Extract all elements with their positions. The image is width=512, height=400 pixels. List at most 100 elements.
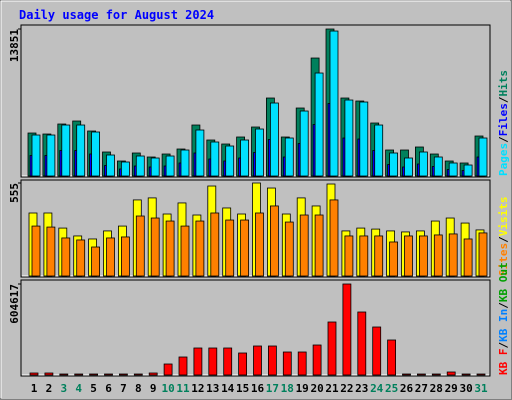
bar [225,219,235,277]
bar [121,161,130,177]
bar [329,30,339,177]
bar [418,235,428,277]
legend-entry: Pages [497,143,510,176]
bar [59,373,69,376]
bar [178,356,188,376]
bar [478,232,488,277]
bar [312,344,322,376]
bar [267,345,277,376]
legend: Pages/Files/Hits [497,70,510,176]
bar [91,131,100,177]
x-tick-label: 28 [430,382,443,395]
bar [463,164,473,177]
bar [76,124,86,177]
bar [210,141,220,177]
bar [284,137,294,177]
bar [404,157,413,177]
bar [476,373,486,376]
bar [433,234,443,277]
bar [180,149,190,177]
bar [433,156,443,177]
bar [389,152,399,177]
bar [344,99,354,177]
bar [76,239,86,277]
bar [193,347,203,376]
bar [297,351,307,376]
legend-entry: Visits [497,197,510,237]
x-tick-label: 15 [236,382,249,395]
legend-entry: Files [497,103,510,136]
bar [387,339,397,376]
x-tick-label: 10 [161,382,174,395]
bar [61,237,71,277]
bar [165,155,175,177]
x-tick-label: 31 [474,382,488,395]
bar [240,139,250,177]
bar [135,215,145,277]
y-tick-label: 604617 [8,284,21,324]
x-tick-label: 27 [415,382,428,395]
bar [195,220,205,277]
bar [29,372,39,376]
x-tick-label: 19 [296,382,309,395]
bar [208,347,218,376]
bar [133,373,143,376]
x-tick-label: 3 [60,382,67,395]
bar [446,371,456,376]
x-tick-label: 25 [385,382,398,395]
bar [74,373,84,376]
bar [104,373,113,376]
y-tick-label: 555 [8,183,21,203]
bar [389,241,399,277]
x-tick-label: 24 [370,382,384,395]
bar [463,238,473,277]
bar [61,124,71,177]
x-tick-label: 4 [75,382,82,395]
x-tick-label: 7 [120,382,127,395]
bar [106,154,115,177]
bar [165,220,175,277]
y-tick-label: 13851 [8,29,21,62]
x-tick-label: 8 [135,382,142,395]
legend: Sites/Visits [497,197,510,277]
bar [342,283,352,376]
legend-entry: KB F [497,349,510,376]
bar [255,128,264,177]
x-tick-label: 5 [90,382,97,395]
bar [282,351,292,376]
bar [255,212,264,277]
bar [163,363,173,376]
x-tick-label: 30 [459,382,472,395]
x-tick-label: 22 [340,382,353,395]
bar [284,221,294,277]
bar [461,373,471,376]
legend-separator: / [497,96,510,103]
legend-separator: / [497,342,510,349]
bar [329,199,339,277]
bar [253,345,262,376]
x-tick-label: 13 [206,382,219,395]
bar [314,214,324,277]
bar [359,235,369,277]
bar [314,72,324,177]
bar [372,326,382,376]
bar [448,162,458,177]
x-tick-label: 1 [31,382,38,395]
bar [150,217,160,277]
legend: KB F/KB In/KB Out [497,262,510,375]
bar [404,235,413,277]
x-tick-label: 16 [251,382,265,395]
bar [238,352,248,376]
x-tick-label: 21 [325,382,339,395]
bar [269,205,279,277]
bar [195,129,205,177]
x-tick-label: 29 [445,382,458,395]
bar [357,311,367,376]
legend-separator: / [497,236,510,243]
bar [223,347,233,376]
bar [148,372,158,376]
bar [448,233,458,277]
bar [478,137,488,177]
legend-entry: KB Out [497,262,510,302]
